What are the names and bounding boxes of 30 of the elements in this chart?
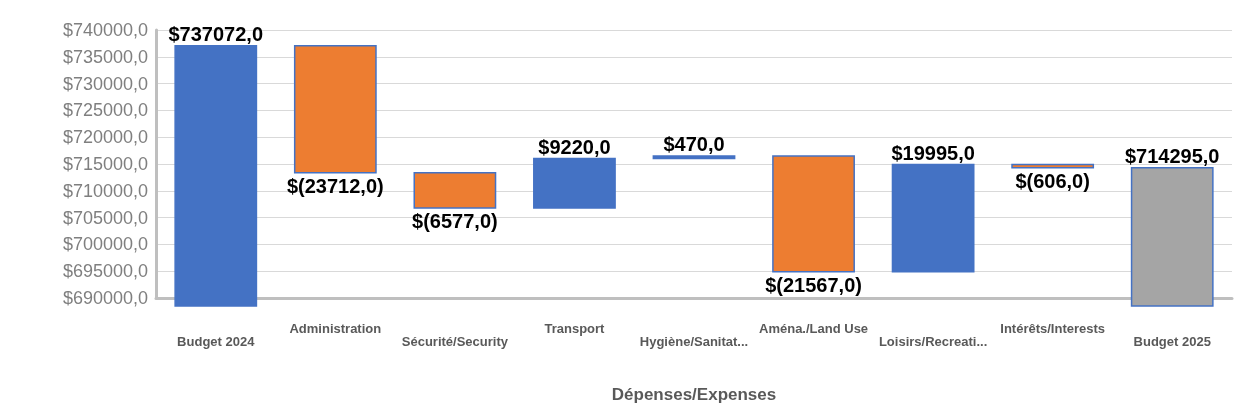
y-tick-label: $740000,0 (62, 20, 148, 40)
data-label: $19995,0 (891, 141, 975, 164)
x-axis-title: Dépenses/Expenses (611, 385, 777, 404)
y-tick-label: $695000,0 (62, 261, 148, 282)
x-tick-label: Transport (544, 321, 606, 336)
x-tick-label: Hygiène/Sanitat... (639, 334, 749, 349)
x-tick-label: Loisirs/Recreati... (878, 334, 988, 349)
data-label: $(606,0) (1015, 169, 1090, 192)
data-label: $737072,0 (168, 22, 264, 45)
x-tick-label: Aména./Land Use (759, 321, 869, 336)
data-label: $(6577,0) (412, 210, 498, 233)
x-tick-label: Administration (289, 321, 382, 336)
data-label: $(23712,0) (286, 174, 384, 197)
data-label: $470,0 (663, 133, 725, 156)
data-label: $(21567,0) (765, 273, 862, 296)
x-tick-label: Budget 2025 (1133, 334, 1211, 349)
x-tick-label: Sécurité/Security (401, 334, 509, 349)
y-tick-label: $715000,0 (62, 154, 148, 174)
y-tick-label: $690000,0 (62, 288, 148, 308)
x-tick-label: Intérêts/Interests (1000, 321, 1106, 336)
y-tick-label: $735000,0 (62, 46, 148, 67)
data-label: $9220,0 (538, 135, 611, 158)
y-tick-label: $705000,0 (62, 207, 148, 228)
y-tick-label: $700000,0 (62, 234, 148, 255)
data-label: $714295,0 (1124, 144, 1220, 167)
y-tick-label: $730000,0 (62, 73, 148, 94)
y-tick-label: $720000,0 (62, 127, 148, 148)
y-tick-label: $710000,0 (62, 180, 148, 201)
x-tick-label: Budget 2024 (177, 334, 256, 349)
y-tick-label: $725000,0 (62, 100, 148, 121)
